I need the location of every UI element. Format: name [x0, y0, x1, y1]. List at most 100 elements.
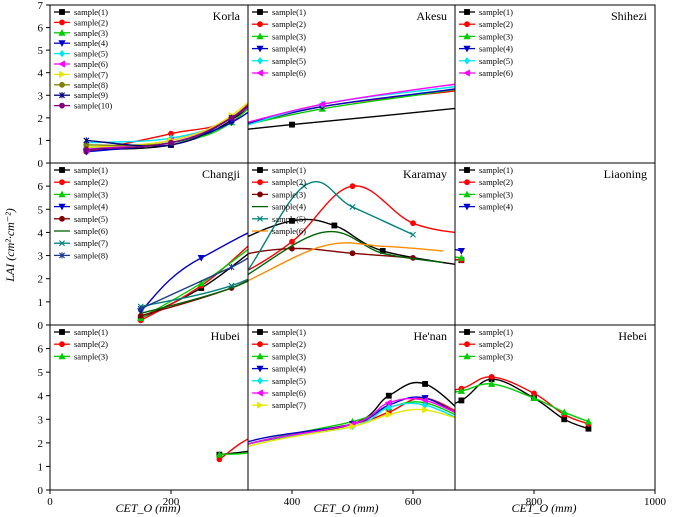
legend-label-akesu-4: sample(4) [272, 44, 306, 54]
point-shihezi-2-1 [78, 145, 83, 150]
legend-label-hubei-3: sample(3) [74, 351, 108, 361]
point-hebei-2-4 [368, 403, 373, 408]
series-changji-5 [137, 279, 248, 319]
legend-label-liaoning-2: sample(2) [479, 177, 513, 187]
point-henan-7-6 [471, 421, 477, 427]
point-akesu-2-4 [471, 86, 476, 91]
legend-label-hebei-1: sample(1) [479, 327, 513, 337]
plot-area-henan [241, 381, 477, 450]
point-hebei-3-1 [192, 466, 198, 472]
point-changji-8-1 [137, 305, 144, 312]
panels-layer: Korlasample(1)sample(2)sample(3)sample(4… [54, 7, 648, 472]
point-changji-1-3 [338, 202, 343, 207]
series-akesu-5 [248, 85, 455, 126]
point-hubei-3-5 [470, 421, 476, 427]
y-tick-label-r3-4: 4 [38, 391, 44, 403]
point-korla-7-6 [368, 24, 374, 30]
point-shihezi-3-3 [198, 79, 204, 85]
point-hubei-3-4 [410, 419, 416, 425]
plot-area-liaoning [150, 234, 466, 294]
point-karamay-2-1 [108, 315, 113, 320]
point-korla-9-5 [332, 83, 337, 89]
legend-label-changji-3: sample(3) [74, 189, 108, 199]
legend-marker-shihezi-4 [463, 45, 471, 53]
legend-label-changji-7: sample(7) [74, 238, 108, 248]
point-korla-9-7 [410, 99, 415, 105]
point-liaoning-4-1 [150, 288, 156, 294]
series-karamay-2 [108, 183, 455, 320]
y-tick-label-r1-1: 1 [38, 135, 44, 147]
point-changji-7-2 [228, 282, 235, 289]
panel-title-hubei: Hubei [211, 329, 241, 343]
x-tick-label-200: 200 [163, 496, 180, 508]
series-korla-2 [83, 34, 373, 155]
point-korla-6-7 [410, 79, 416, 85]
y-tick-label-r1-3: 3 [38, 90, 44, 102]
point-shihezi-6-7 [440, 101, 446, 107]
legend-label-akesu-5: sample(5) [272, 56, 306, 66]
point-changji-3-2 [197, 279, 205, 287]
point-henan-7-4 [385, 410, 393, 419]
legend-label-liaoning-1: sample(1) [479, 165, 513, 175]
point-korla-5-5 [338, 36, 343, 42]
legend-label-hebei-3: sample(3) [479, 351, 513, 361]
point-henan-7-2 [241, 444, 247, 450]
point-akesu-4-1 [138, 133, 144, 139]
point-korla-7-7 [410, 70, 416, 76]
point-korla-4-5 [331, 70, 337, 76]
legend-label-korla-1: sample(1) [74, 7, 108, 17]
legend-label-shihezi-1: sample(1) [479, 7, 513, 17]
legend-label-korla-5: sample(5) [74, 49, 108, 59]
series-line-korla-6 [86, 106, 248, 151]
point-hebei-1-1 [193, 466, 198, 471]
legend-marker-karamay-2 [257, 179, 263, 186]
point-hubei-3-1 [215, 450, 224, 458]
y-tick-label-r1-5: 5 [38, 45, 44, 57]
legend-marker-changji-7 [59, 240, 65, 247]
legend-marker-henan-4 [256, 365, 264, 373]
point-korla-2-6 [368, 34, 373, 39]
legend-marker-akesu-1 [257, 9, 263, 15]
series-changji-6 [140, 280, 248, 315]
point-karamay-1-7 [471, 265, 476, 270]
series-hebei-2 [368, 373, 592, 427]
legend-marker-korla-4 [58, 40, 66, 47]
point-liaoning-4-6 [386, 234, 392, 240]
point-henan-2-6 [471, 419, 476, 424]
series-line-changji-8 [140, 257, 248, 310]
point-hubei-2-5 [471, 421, 476, 426]
legend-label-korla-4: sample(4) [74, 38, 108, 48]
point-karamay-5-1 [108, 309, 113, 314]
point-changji-4-2 [197, 254, 205, 262]
legend-marker-akesu-4 [256, 45, 264, 53]
legend-label-hebei-2: sample(2) [479, 339, 513, 349]
legend-label-karamay-6: sample(6) [272, 226, 306, 236]
series-line-henan-3 [248, 401, 455, 445]
legend-marker-karamay-1 [257, 167, 263, 173]
series-line-karamay-5 [248, 180, 414, 272]
point-hebei-3-4 [368, 400, 374, 406]
point-liaoning-2-5 [338, 241, 343, 246]
point-karamay-5-4 [301, 183, 308, 190]
legend-marker-shihezi-5 [464, 57, 470, 65]
series-liaoning-3 [455, 254, 466, 261]
point-changji-7-4 [531, 223, 536, 228]
legend-marker-hubei-3 [58, 352, 66, 360]
point-hebei-1-3 [320, 438, 325, 443]
plot-area-hubei [215, 419, 476, 463]
legend-marker-akesu-6 [256, 69, 263, 77]
legend-label-akesu-6: sample(6) [272, 68, 306, 78]
point-korla-6-5 [337, 34, 343, 40]
panel-grid-frame [49, 4, 656, 491]
legend-marker-henan-3 [256, 352, 264, 360]
point-akesu-6-3 [318, 100, 326, 108]
legend-label-changji-2: sample(2) [74, 177, 108, 187]
legend-henan: sample(1) sample(2) sample(3) sample(4) samp… [252, 327, 306, 410]
series-line-hebei-1 [455, 378, 589, 430]
point-henan-7-3 [349, 422, 357, 430]
point-akesu-1-6 [640, 118, 645, 123]
panel-korla: Korlasample(1)sample(2)sample(3)sample(4… [54, 7, 416, 156]
panel-liaoning: Liaoningsample(1)sample(2)sample(3)sampl… [150, 165, 647, 294]
point-akesu-4-5 [579, 63, 585, 69]
series-changji-4 [137, 232, 248, 315]
